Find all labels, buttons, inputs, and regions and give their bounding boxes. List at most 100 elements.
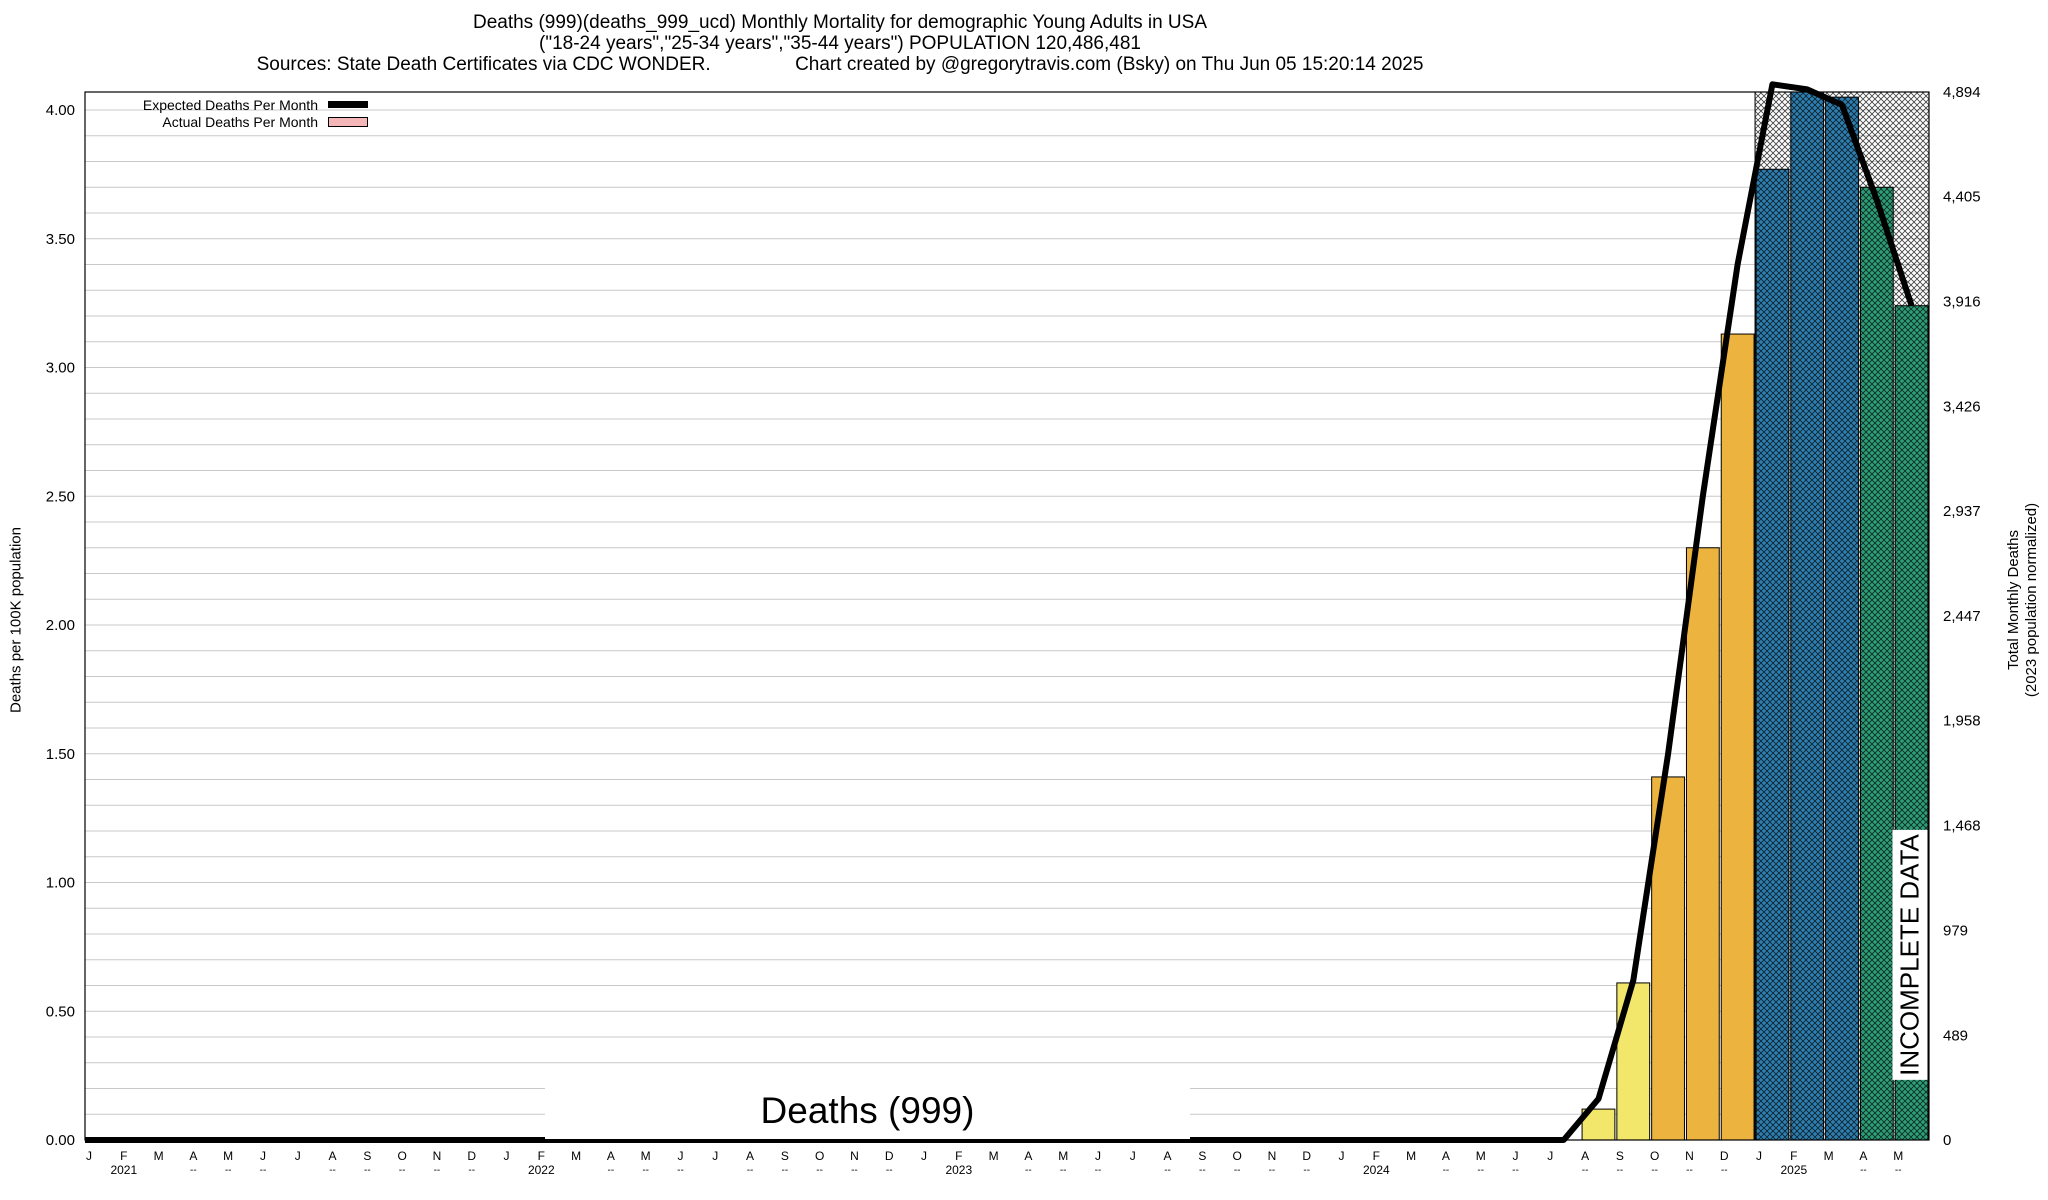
month-dash-mark: --	[1721, 1165, 1728, 1176]
month-dash-mark: --	[1651, 1165, 1658, 1176]
month-tick-label: M	[154, 1149, 164, 1163]
month-dash-mark: --	[1477, 1165, 1484, 1176]
month-tick-label: O	[397, 1149, 406, 1163]
right-tick-label: 4,405	[1943, 189, 1981, 206]
title-line-2: ("18-24 years","25-34 years","35-44 year…	[539, 33, 1141, 54]
month-dash-mark: --	[1269, 1165, 1276, 1176]
title-line-3: Sources: State Death Certificates via CD…	[256, 54, 1424, 75]
expected-deaths-line	[85, 81, 1915, 1143]
month-tick-label: F	[120, 1149, 127, 1163]
month-tick-label: M	[1893, 1149, 1903, 1163]
month-tick-label: A	[1164, 1149, 1172, 1163]
month-tick-label: J	[260, 1149, 266, 1163]
month-tick-label: M	[1476, 1149, 1486, 1163]
month-tick-label: A	[607, 1149, 615, 1163]
month-tick-label: J	[86, 1149, 92, 1163]
month-tick-label: J	[1339, 1149, 1345, 1163]
month-dash-mark: --	[1060, 1165, 1067, 1176]
y-tick-labels: 0.00 0.50 1.00 1.50 2.00 2.50 3.00 3.50 4.00 0 489…	[46, 84, 1981, 1149]
month-dash-mark: --	[1443, 1165, 1450, 1176]
bar-hatch-50	[1825, 97, 1859, 1140]
month-dash-mark: --	[1095, 1165, 1102, 1176]
bar-hatch-51	[1860, 187, 1894, 1141]
right-tick-label: 0	[1943, 1132, 1951, 1149]
month-dash-mark: --	[1199, 1165, 1206, 1176]
month-tick-label: M	[223, 1149, 233, 1163]
month-dash-mark: --	[747, 1165, 754, 1176]
month-dash-mark: --	[364, 1165, 371, 1176]
month-dash-mark: --	[225, 1165, 232, 1176]
right-tick-label: 489	[1943, 1027, 1968, 1044]
right-tick-label: 2,937	[1943, 503, 1981, 520]
month-tick-label: F	[538, 1149, 545, 1163]
month-tick-label: N	[1685, 1149, 1694, 1163]
month-tick-label: A	[1024, 1149, 1032, 1163]
y-tick-label: 3.50	[46, 231, 75, 248]
legend-expected-label: Expected Deaths Per Month	[142, 96, 318, 113]
month-dash-mark: --	[1617, 1165, 1624, 1176]
year-tick-label: 2023	[945, 1163, 972, 1177]
month-dash-mark: --	[190, 1165, 197, 1176]
month-dash-mark: --	[1512, 1165, 1519, 1176]
month-dash-mark: --	[1234, 1165, 1241, 1176]
month-tick-label: J	[1512, 1149, 1518, 1163]
year-tick-label: 2022	[528, 1163, 555, 1177]
month-dash-mark: --	[608, 1165, 615, 1176]
month-dash-mark: --	[1860, 1165, 1867, 1176]
month-dash-mark: --	[1164, 1165, 1171, 1176]
year-tick-label: 2025	[1780, 1163, 1807, 1177]
month-tick-label: O	[1232, 1149, 1241, 1163]
month-tick-label: S	[1198, 1149, 1206, 1163]
y-tick-label: 0.50	[46, 1003, 75, 1020]
bar-hatch-48	[1756, 169, 1789, 1140]
month-dash-mark: --	[851, 1165, 858, 1176]
month-tick-label: A	[1859, 1149, 1867, 1163]
month-tick-label: D	[1720, 1149, 1729, 1163]
year-tick-label: 2024	[1363, 1163, 1390, 1177]
month-dash-mark: --	[886, 1165, 893, 1176]
month-tick-label: A	[1581, 1149, 1589, 1163]
month-tick-label: N	[1268, 1149, 1277, 1163]
incomplete-data-label: INCOMPLETE DATA	[1892, 830, 1928, 1080]
month-tick-label: O	[1650, 1149, 1659, 1163]
chart-title: Deaths (999)(deaths_999_ucd) Monthly Mor…	[0, 12, 1680, 75]
month-dash-mark: --	[1686, 1165, 1693, 1176]
month-tick-label: J	[921, 1149, 927, 1163]
month-tick-label: J	[1756, 1149, 1762, 1163]
month-tick-label: S	[781, 1149, 789, 1163]
right-tick-label: 3,916	[1943, 293, 1981, 310]
month-tick-label: D	[467, 1149, 476, 1163]
month-tick-label: F	[955, 1149, 962, 1163]
expected-line	[85, 81, 1915, 1143]
month-dash-mark: --	[468, 1165, 475, 1176]
month-tick-label: J	[677, 1149, 683, 1163]
bar-44	[1616, 982, 1651, 1141]
month-tick-label: J	[1130, 1149, 1136, 1163]
plot-frame	[84, 91, 1930, 1141]
right-tick-label: 1,958	[1943, 713, 1981, 730]
month-tick-label: M	[1406, 1149, 1416, 1163]
month-tick-label: A	[329, 1149, 337, 1163]
month-tick-label: J	[504, 1149, 510, 1163]
month-dash-mark: --	[434, 1165, 441, 1176]
month-tick-label: F	[1790, 1149, 1797, 1163]
right-tick-label: 979	[1943, 922, 1968, 939]
month-dash-mark: --	[1895, 1165, 1902, 1176]
month-tick-label: J	[1095, 1149, 1101, 1163]
month-tick-label: M	[1824, 1149, 1834, 1163]
right-tick-label: 2,447	[1943, 608, 1981, 625]
month-tick-label: S	[1616, 1149, 1624, 1163]
right-tick-label: 3,426	[1943, 398, 1981, 415]
month-dash-mark: --	[816, 1165, 823, 1176]
month-tick-label: S	[363, 1149, 371, 1163]
bars	[1581, 91, 1929, 1141]
year-tick-label: 2021	[110, 1163, 137, 1177]
month-dash-mark: --	[1582, 1165, 1589, 1176]
y-tick-label: 1.50	[46, 746, 75, 763]
watermark: Deaths (999)	[545, 1083, 1190, 1139]
month-dash-mark: --	[1025, 1165, 1032, 1176]
month-dash-mark: --	[260, 1165, 267, 1176]
y-tick-label: 2.50	[46, 488, 75, 505]
legend-actual-swatch	[328, 116, 368, 127]
